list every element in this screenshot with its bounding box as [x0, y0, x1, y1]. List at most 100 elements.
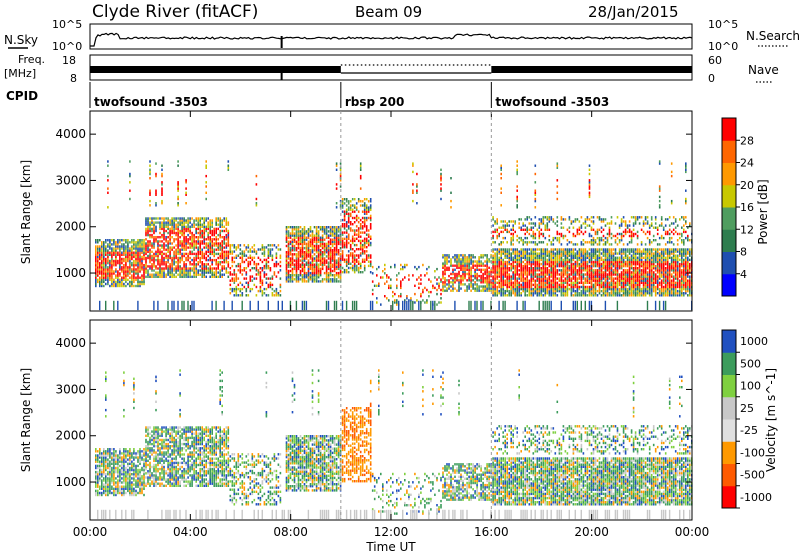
- rti-cell: [209, 219, 211, 222]
- rti-cell: [488, 279, 490, 282]
- rti-cell: [145, 256, 147, 260]
- rti-cell: [494, 220, 496, 223]
- rti-cell: [109, 284, 111, 288]
- rti-cell: [582, 222, 585, 225]
- rti-cell: [257, 289, 260, 293]
- rti-cell: [337, 274, 340, 277]
- rti-cell: [287, 244, 290, 248]
- rti-cell: [175, 233, 177, 237]
- rti-cell: [363, 204, 366, 207]
- rti-cell: [137, 239, 139, 242]
- rti-cell: [578, 267, 581, 270]
- rti-cell: [510, 294, 512, 297]
- rti-cell: [195, 265, 197, 268]
- rti-cell: [317, 259, 320, 262]
- rti-cell: [185, 267, 187, 270]
- rti-cell: [141, 255, 143, 259]
- rti-cell: [267, 252, 270, 255]
- rti-cell: [101, 255, 103, 259]
- rti-cell: [333, 274, 336, 277]
- rti-cell: [592, 256, 595, 259]
- rti-cell: [612, 262, 615, 266]
- rti-cell: [510, 281, 512, 284]
- rti-cell: [289, 249, 292, 252]
- rti-cell: [584, 294, 587, 297]
- rti-cell: [325, 269, 328, 273]
- rti-cell: [526, 264, 528, 268]
- rti-cell: [556, 230, 559, 234]
- rti-cell: [193, 256, 195, 260]
- rti-cell: [285, 253, 288, 256]
- rti-cell: [488, 289, 490, 292]
- rti-cell: [303, 251, 306, 254]
- rti-cell: [109, 278, 111, 281]
- rti-cell: [488, 274, 490, 278]
- rti-cell: [550, 285, 553, 289]
- rti-cell: [277, 262, 280, 266]
- rti-cell: [502, 269, 504, 272]
- rti-cell: [321, 238, 324, 241]
- rti-cell: [145, 248, 147, 251]
- rti-cell: [596, 228, 599, 231]
- rti-cell: [121, 239, 123, 242]
- rti-cell: [582, 289, 585, 293]
- rti-cell: [616, 216, 619, 219]
- rti-cell: [171, 248, 173, 251]
- rti-cell: [95, 282, 97, 286]
- rti-cell: [325, 261, 328, 264]
- rti-cell: [219, 229, 221, 233]
- rti-cell: [265, 294, 268, 297]
- rti-cell: [235, 264, 238, 268]
- rti-cell: [205, 265, 207, 268]
- rti-cell: [301, 274, 304, 277]
- rti-cell: [582, 281, 585, 284]
- rti-cell: [512, 243, 514, 246]
- rti-cell: [365, 210, 368, 213]
- rti-cell: [470, 256, 472, 259]
- rti-cell: [359, 243, 362, 247]
- rti-cell: [582, 260, 585, 264]
- rti-cell: [343, 198, 346, 201]
- rti-cell: [616, 277, 619, 280]
- rti-cell: [351, 264, 354, 268]
- rti-cell: [524, 300, 526, 311]
- rti-cell: [498, 281, 500, 284]
- rti-cell: [101, 241, 103, 244]
- rti-cell: [223, 242, 225, 245]
- rti-cell: [492, 218, 494, 221]
- rti-cell: [329, 255, 332, 258]
- rti-cell: [444, 262, 446, 265]
- rti-cell: [197, 246, 199, 249]
- rti-cell: [203, 217, 205, 220]
- rti-cell: [185, 252, 187, 256]
- rti-cell: [562, 292, 565, 295]
- rti-cell: [442, 262, 444, 265]
- rti-cell: [133, 239, 135, 242]
- rti-cell: [153, 254, 155, 258]
- rti-cell: [504, 248, 506, 251]
- rti-cell: [554, 273, 557, 276]
- rti-cell: [504, 292, 506, 295]
- rti-cell: [327, 278, 330, 281]
- rti-cell: [323, 278, 326, 281]
- rti-cell: [303, 230, 306, 233]
- rti-cell: [163, 273, 165, 276]
- rti-cell: [181, 217, 183, 220]
- rti-cell: [327, 274, 330, 277]
- rti-cell: [223, 225, 225, 228]
- rti-cell: [103, 272, 105, 275]
- rti-cell: [349, 252, 352, 255]
- rti-cell: [598, 285, 601, 289]
- rti-cell: [560, 234, 563, 238]
- rti-cell: [225, 258, 228, 262]
- rti-cell: [339, 234, 342, 237]
- rti-cell: [137, 245, 139, 248]
- rti-cell: [239, 264, 242, 268]
- rti-cell: [498, 262, 500, 266]
- rti-cell: [143, 270, 145, 273]
- rti-cell: [446, 283, 448, 286]
- rti-cell: [580, 224, 583, 227]
- rti-cell: [470, 266, 472, 269]
- rti-cell: [115, 259, 117, 263]
- rti-cell: [263, 292, 266, 295]
